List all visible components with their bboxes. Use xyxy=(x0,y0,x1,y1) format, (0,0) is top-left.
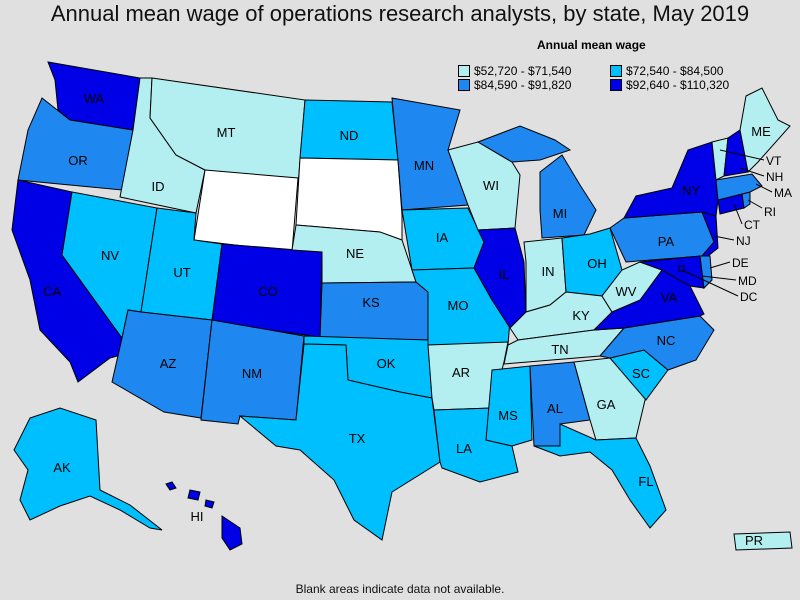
state-label: HI xyxy=(191,509,204,524)
state-label: TX xyxy=(349,431,366,446)
state-label: NJ xyxy=(736,234,751,248)
state-label: OR xyxy=(68,153,88,168)
state-ME[interactable] xyxy=(739,87,791,174)
legend-swatch-tier1 xyxy=(458,65,470,77)
legend-title: Annual mean wage xyxy=(537,38,646,52)
state-label: NH xyxy=(766,170,783,184)
legend-label-tier4: $92,640 - $110,320 xyxy=(626,78,730,92)
legend-item-tier2: $72,540 - $84,500 xyxy=(610,64,723,78)
state-label: KY xyxy=(572,308,590,323)
state-WY[interactable] xyxy=(193,169,299,253)
state-label: MO xyxy=(448,298,469,313)
state-MA[interactable] xyxy=(715,173,763,201)
state-label: WV xyxy=(616,284,637,299)
state-label: OK xyxy=(377,356,396,371)
state-label: NC xyxy=(657,333,676,348)
state-AK[interactable] xyxy=(13,407,163,531)
legend-swatch-tier2 xyxy=(610,65,622,77)
state-FL[interactable] xyxy=(533,423,667,529)
state-label: MA xyxy=(774,186,792,200)
state-label: NV xyxy=(101,248,119,263)
legend-item-tier4: $92,640 - $110,320 xyxy=(610,78,729,92)
legend-item-tier1: $52,720 - $71,540 xyxy=(458,64,571,78)
state-label: TN xyxy=(551,342,568,357)
state-label: AZ xyxy=(160,356,177,371)
state-label: UT xyxy=(173,265,190,280)
state-label: RI xyxy=(764,205,776,219)
state-label: AR xyxy=(452,365,470,380)
state-label: PA xyxy=(658,234,675,249)
state-label: ID xyxy=(152,179,165,194)
state-label: AL xyxy=(547,401,563,416)
legend-label-tier1: $52,720 - $71,540 xyxy=(474,64,572,78)
state-label: MT xyxy=(217,125,236,140)
state-label: IL xyxy=(499,267,510,282)
legend-swatch-tier4 xyxy=(610,79,622,91)
state-label: IA xyxy=(436,230,449,245)
legend-item-tier3: $84,590 - $91,820 xyxy=(458,78,571,92)
state-label: CT xyxy=(744,218,761,232)
state-label: OH xyxy=(587,256,607,271)
state-label: CO xyxy=(258,284,278,299)
state-MS[interactable] xyxy=(485,365,533,447)
state-label: VA xyxy=(661,290,678,305)
state-label: WA xyxy=(84,91,105,106)
state-label: GA xyxy=(597,397,616,412)
state-label: ND xyxy=(340,128,359,143)
state-PR[interactable] xyxy=(733,531,793,551)
state-label: NE xyxy=(346,246,364,261)
state-label: LA xyxy=(456,441,472,456)
state-MI-upper[interactable] xyxy=(476,125,572,163)
state-label: CA xyxy=(43,284,61,299)
state-label: MD xyxy=(738,274,757,288)
state-label: DC xyxy=(740,290,758,304)
legend-label-tier2: $72,540 - $84,500 xyxy=(626,64,724,78)
legend-label-tier3: $84,590 - $91,820 xyxy=(474,78,572,92)
state-label: DE xyxy=(732,256,749,270)
legend-swatch-tier3 xyxy=(458,79,470,91)
state-NY[interactable] xyxy=(623,141,719,219)
state-label: FL xyxy=(638,474,653,489)
state-MI[interactable] xyxy=(539,154,597,239)
state-label: NY xyxy=(682,183,700,198)
map-title: Annual mean wage of operations research … xyxy=(50,1,750,26)
state-label: AK xyxy=(53,460,71,475)
state-label: MS xyxy=(498,408,518,423)
state-label: SC xyxy=(632,366,650,381)
state-label: VT xyxy=(766,154,782,168)
state-label: ME xyxy=(751,124,771,139)
state-label: MN xyxy=(414,158,434,173)
state-label: NM xyxy=(242,366,262,381)
state-label: PR xyxy=(745,533,763,548)
state-label: KS xyxy=(362,295,380,310)
state-label: MI xyxy=(553,206,567,221)
state-label: WI xyxy=(483,178,499,193)
state-MD[interactable] xyxy=(639,255,705,289)
state-TX[interactable] xyxy=(238,343,441,541)
state-KS[interactable] xyxy=(319,281,429,341)
footnote: Blank areas indicate data not available. xyxy=(295,582,505,596)
state-label: IN xyxy=(542,264,555,279)
state-HI[interactable] xyxy=(165,481,243,551)
